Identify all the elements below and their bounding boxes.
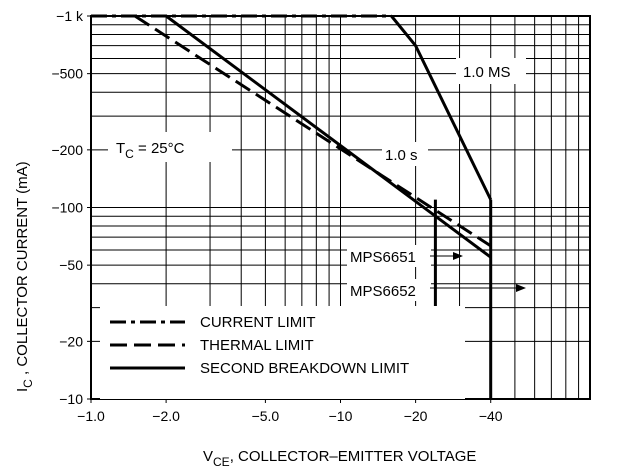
annotation-1s: 1.0 s: [385, 147, 418, 164]
x-tick-label: −10: [329, 408, 353, 424]
y-tick-label: −100: [51, 200, 83, 216]
mps6652-label-bg: [347, 279, 431, 301]
y-tick-label: −20: [59, 333, 83, 349]
legend: CURRENT LIMIT THERMAL LIMIT SECOND BREAK…: [100, 306, 465, 399]
y-tick-label: −50: [59, 257, 83, 273]
x-tick-label: −2.0: [152, 408, 180, 424]
y-tick-label: −1 k: [56, 8, 84, 24]
legend-box: [100, 306, 465, 399]
annotation-bg-1ms: [456, 58, 526, 84]
mps6651-label-bg: [347, 245, 431, 267]
mps6652-arrowhead: [516, 284, 526, 292]
legend-label-second-breakdown: SECOND BREAKDOWN LIMIT: [200, 360, 409, 377]
annotation-bg-1s: [382, 142, 428, 166]
x-tick-label: −1.0: [77, 408, 105, 424]
mps6651-arrowhead: [453, 252, 463, 260]
annotation-1ms: 1.0 MS: [463, 64, 511, 81]
x-tick-label: −5.0: [252, 408, 280, 424]
x-axis-label: VCE, COLLECTOR–EMITTER VOLTAGE: [203, 448, 476, 469]
legend-label-thermal-limit: THERMAL LIMIT: [200, 337, 314, 354]
series-solid-3: [390, 15, 493, 201]
legend-label-current-limit: CURRENT LIMIT: [200, 314, 316, 331]
mps6652-label: MPS6652: [350, 283, 416, 300]
y-tick-label: −10: [59, 391, 83, 407]
y-tick-label: −200: [51, 142, 83, 158]
y-axis-label: IC , COLLECTOR CURRENT (mA): [14, 161, 35, 392]
tc-label-bg: [108, 132, 232, 162]
mps6651-label: MPS6651: [350, 249, 416, 266]
x-tick-label: −40: [479, 408, 503, 424]
x-tick-label: −20: [404, 408, 428, 424]
tc-label: TC = 25°C: [116, 140, 185, 161]
y-tick-label: −500: [51, 66, 83, 82]
tick-labels: −1.0 −2.0 −5.0 −10 −20 −40 −1 k −500 −200 −100 −50…: [51, 8, 502, 424]
